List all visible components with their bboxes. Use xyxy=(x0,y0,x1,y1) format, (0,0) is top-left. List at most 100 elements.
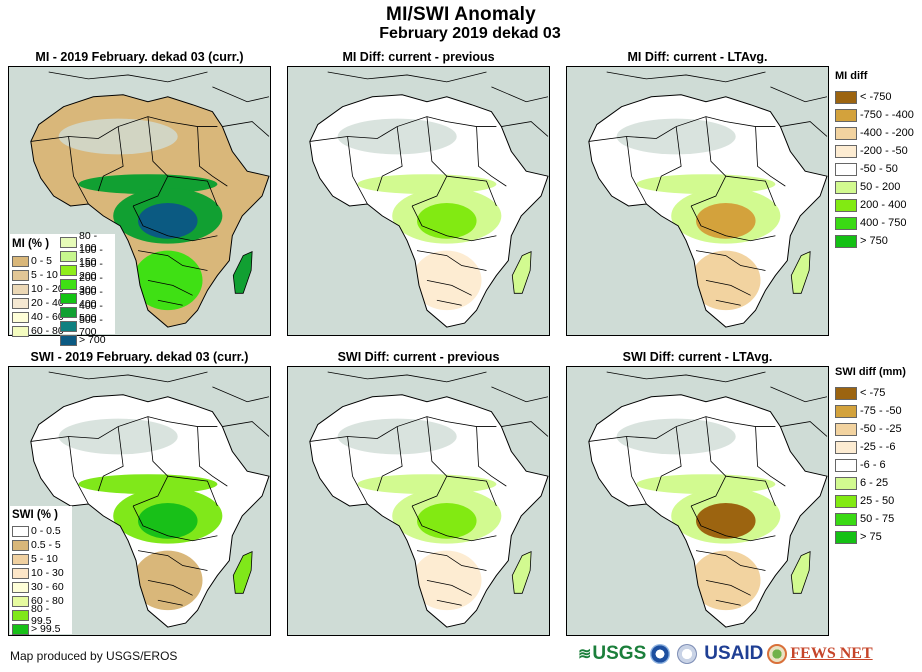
legend-label: < -750 xyxy=(860,91,892,103)
southern-africa-region xyxy=(691,550,761,611)
legend-item: 300 - 400 xyxy=(60,286,115,310)
legend-label: 5 - 10 xyxy=(31,269,58,281)
legend-label: -75 - -50 xyxy=(860,405,902,417)
legend-item: 50 - 200 xyxy=(835,178,914,196)
legend-item: -50 - 50 xyxy=(835,160,914,178)
country-border xyxy=(588,116,776,142)
legend-item: 50 - 75 xyxy=(835,510,906,528)
fewsnet-logo: FEWS NET xyxy=(767,644,873,664)
congo-basin-region xyxy=(696,202,756,239)
country-border xyxy=(446,475,497,507)
country-border xyxy=(715,599,741,606)
country-border xyxy=(347,136,368,205)
legend-title: MI diff xyxy=(835,70,868,82)
country-border xyxy=(411,205,497,242)
legend-label: 150 - 200 xyxy=(79,258,103,282)
coastline xyxy=(309,394,549,628)
legend-label: 30 - 60 xyxy=(31,581,64,593)
usgs-wave-icon: ≋ xyxy=(578,646,592,663)
country-border xyxy=(157,299,183,306)
country-border xyxy=(588,416,776,442)
country-border xyxy=(626,436,647,505)
country-border xyxy=(446,175,497,207)
legend-swi-diff: SWI diff (mm) < -75 -75 - -50 -50 - -25 -25… xyxy=(835,366,906,546)
country-border xyxy=(695,250,766,271)
legend-item: 0.5 - 5 xyxy=(12,538,72,552)
panel-title-swi-current: SWI - 2019 February. dekad 03 (curr.) xyxy=(30,350,249,364)
country-border xyxy=(30,416,218,442)
country-border xyxy=(30,116,218,142)
legend-item: -75 - -50 xyxy=(835,402,906,420)
coastline xyxy=(588,94,828,328)
country-border xyxy=(68,136,89,205)
legend-swatch xyxy=(835,404,857,418)
country-border xyxy=(690,505,776,542)
panel-title-swi-diff-previous: SWI Diff: current - previous xyxy=(337,350,500,364)
legend-swatch xyxy=(12,539,29,551)
legend-label: 80 - 100 xyxy=(79,230,98,254)
legend-swatch xyxy=(835,126,857,140)
sahel-band xyxy=(357,474,497,495)
legend-item: 6 - 25 xyxy=(835,474,906,492)
legend-item: 400 - 750 xyxy=(835,214,914,232)
legend-item: 500 - 700 xyxy=(60,314,115,338)
africa-map xyxy=(30,71,270,328)
southern-africa-region xyxy=(412,250,482,311)
legend-title: SWI diff (mm) xyxy=(835,366,906,378)
legend-item: 80 - 100 xyxy=(60,230,115,254)
legend-swatch xyxy=(12,553,29,565)
map-panel-mi-current xyxy=(8,66,271,336)
legend-label: 10 - 30 xyxy=(31,567,64,579)
country-border xyxy=(436,299,462,306)
sahel-band xyxy=(357,174,497,195)
country-border xyxy=(705,580,751,596)
madagascar xyxy=(511,250,532,294)
sahara-nodata-region xyxy=(58,118,178,155)
country-border xyxy=(137,550,208,571)
legend-item: -25 - -6 xyxy=(835,438,906,456)
legend-swatch xyxy=(60,236,77,248)
noaa-logo xyxy=(650,644,673,664)
legend-label: 60 - 80 xyxy=(31,325,64,337)
legend-item: 25 - 50 xyxy=(835,492,906,510)
legend-item: 400 - 500 xyxy=(60,300,115,324)
legend-swatch xyxy=(835,234,857,248)
country-border xyxy=(167,475,218,507)
country-border xyxy=(147,580,193,596)
legend-label: 50 - 75 xyxy=(860,513,895,525)
legend-label: 60 - 80 xyxy=(31,595,64,607)
usgs-logo: ≋ USGS xyxy=(578,643,647,664)
legend-item: 150 - 200 xyxy=(60,258,115,282)
legend-label: -400 - -200 xyxy=(860,127,914,139)
country-border xyxy=(309,116,497,142)
country-border xyxy=(309,416,497,442)
country-border xyxy=(476,426,507,487)
madagascar xyxy=(232,550,253,594)
congo-basin-region xyxy=(417,502,477,539)
legend-label: > 750 xyxy=(860,235,888,247)
legend-label: 300 - 400 xyxy=(79,286,103,310)
legend-item: 80 - 99.5 xyxy=(12,603,72,627)
legend-swatch xyxy=(12,581,29,593)
legend-item: 10 - 20 xyxy=(12,282,64,296)
madagascar xyxy=(790,250,811,294)
europe-border xyxy=(606,371,828,437)
panel-title-mi-diff-previous: MI Diff: current - previous xyxy=(342,50,495,64)
panel-title-mi-current: MI - 2019 February. dekad 03 (curr.) xyxy=(35,50,244,64)
legend-item: 100 - 150 xyxy=(60,244,115,268)
map-credit: Map produced by USGS/EROS xyxy=(10,649,178,663)
legend-swatch xyxy=(12,283,29,295)
southern-africa-region xyxy=(691,250,761,311)
europe-border xyxy=(48,371,270,437)
country-border xyxy=(436,599,462,606)
legend-swatch xyxy=(12,609,29,621)
legend-item: 30 - 60 xyxy=(12,580,72,594)
sahel-band xyxy=(78,474,218,495)
legend-label: -25 - -6 xyxy=(860,441,896,453)
legend-swatch xyxy=(835,386,857,400)
legend-title: SWI (% ) xyxy=(12,509,58,521)
legend-swatch xyxy=(835,422,857,436)
legend-swatch xyxy=(835,144,857,158)
country-border xyxy=(416,250,487,271)
legend-label: 20 - 40 xyxy=(31,297,64,309)
